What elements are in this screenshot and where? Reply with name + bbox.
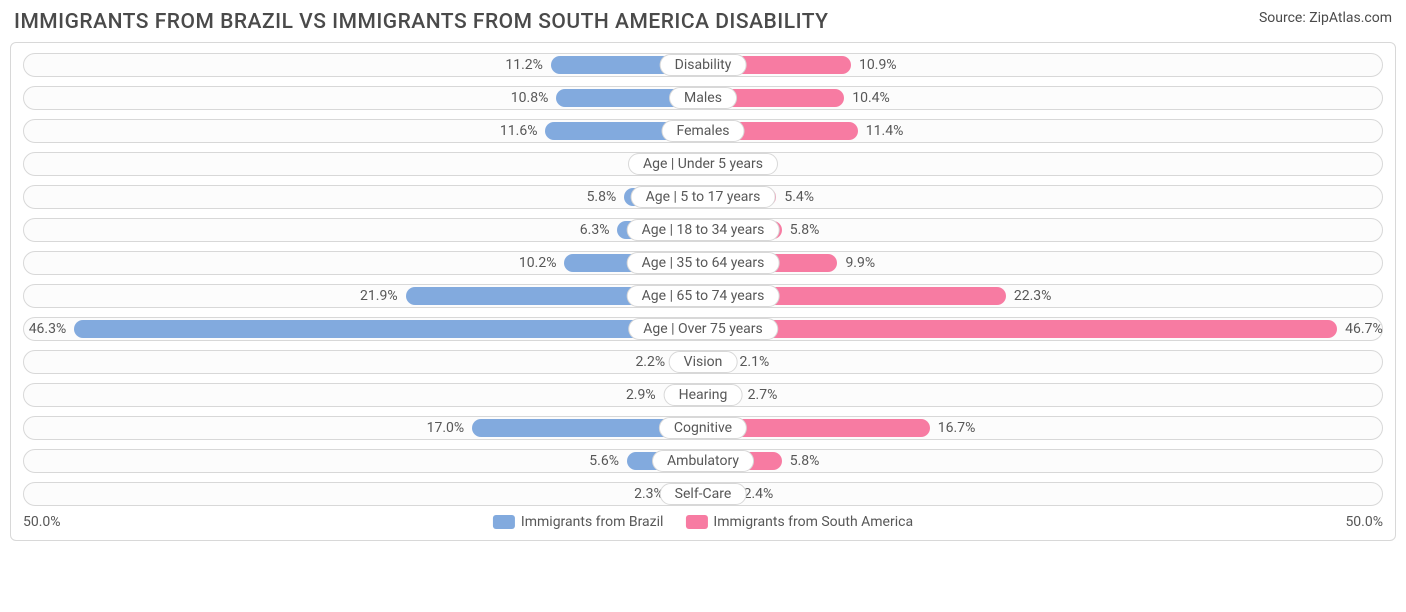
value-left: 46.3% [29, 321, 67, 337]
value-right: 10.9% [859, 57, 897, 73]
value-left: 6.3% [580, 222, 610, 238]
chart-title: IMMIGRANTS FROM BRAZIL VS IMMIGRANTS FRO… [14, 10, 829, 34]
chart-source: Source: ZipAtlas.com [1259, 10, 1392, 26]
bar-row: 11.6% 11.4% Females [23, 119, 1383, 143]
bar-row: 17.0% 16.7% Cognitive [23, 416, 1383, 440]
category-label: Females [662, 120, 745, 142]
legend: Immigrants from Brazil Immigrants from S… [493, 514, 913, 530]
legend-item-right: Immigrants from South America [685, 514, 913, 530]
bar-row: 2.2% 2.1%Vision [23, 350, 1383, 374]
bar-row: 5.6% 5.8% Ambulatory [23, 449, 1383, 473]
value-left: 5.8% [587, 189, 617, 205]
bar-row: 2.3%2.4%Self-Care [23, 482, 1383, 506]
rows-container: 11.2% 10.9% Disability 10.8% 10.4% Males 11.6%… [23, 53, 1383, 506]
legend-label-right: Immigrants from South America [713, 514, 913, 530]
value-right: 46.7% [1345, 321, 1383, 337]
category-label: Ambulatory [652, 450, 754, 472]
chart-area: 11.2% 10.9% Disability 10.8% 10.4% Males 11.6%… [10, 42, 1396, 541]
bar-row: 10.2% 9.9% Age | 35 to 64 years [23, 251, 1383, 275]
category-label: Hearing [664, 384, 743, 406]
value-right: 2.1% [740, 354, 770, 370]
legend-swatch-left [493, 515, 515, 529]
axis-left-label: 50.0% [23, 514, 61, 530]
category-label: Age | 5 to 17 years [631, 186, 776, 208]
bar-row: 46.3% 46.7% Age | Over 75 years [23, 317, 1383, 341]
category-label: Age | 18 to 34 years [627, 219, 780, 241]
chart-footer: 50.0% Immigrants from Brazil Immigrants … [23, 512, 1383, 534]
category-label: Age | Over 75 years [628, 318, 778, 340]
value-right: 11.4% [866, 123, 904, 139]
bar-row: 6.3% 5.8% Age | 18 to 34 years [23, 218, 1383, 242]
category-label: Males [669, 87, 737, 109]
value-left: 21.9% [360, 288, 398, 304]
category-label: Self-Care [660, 483, 747, 505]
value-left: 10.2% [519, 255, 557, 271]
value-right: 5.4% [784, 189, 814, 205]
value-left: 10.8% [511, 90, 549, 106]
value-right: 5.8% [790, 453, 820, 469]
value-left: 17.0% [427, 420, 465, 436]
value-right: 10.4% [852, 90, 890, 106]
category-label: Vision [669, 351, 738, 373]
value-left: 2.2% [635, 354, 665, 370]
bar-left [74, 320, 703, 338]
category-label: Age | Under 5 years [628, 153, 778, 175]
chart-header: IMMIGRANTS FROM BRAZIL VS IMMIGRANTS FRO… [10, 10, 1396, 34]
value-left: 2.9% [626, 387, 656, 403]
bar-row: 2.9% 2.7% Hearing [23, 383, 1383, 407]
category-label: Age | 65 to 74 years [627, 285, 780, 307]
category-label: Age | 35 to 64 years [627, 252, 780, 274]
axis-right-label: 50.0% [1345, 514, 1383, 530]
value-right: 16.7% [938, 420, 976, 436]
value-right: 22.3% [1014, 288, 1052, 304]
bar-row: 1.4%1.2%Age | Under 5 years [23, 152, 1383, 176]
category-label: Cognitive [659, 417, 747, 439]
value-left: 11.6% [500, 123, 538, 139]
bar-row: 10.8% 10.4% Males [23, 86, 1383, 110]
bar-row: 11.2% 10.9% Disability [23, 53, 1383, 77]
bar-row: 5.8% 5.4% Age | 5 to 17 years [23, 185, 1383, 209]
value-right: 2.4% [744, 486, 774, 502]
bar-row: 21.9% 22.3% Age | 65 to 74 years [23, 284, 1383, 308]
value-left: 5.6% [589, 453, 619, 469]
category-label: Disability [660, 54, 747, 76]
bar-right [703, 320, 1337, 338]
value-right: 2.7% [748, 387, 778, 403]
legend-item-left: Immigrants from Brazil [493, 514, 664, 530]
value-right: 5.8% [790, 222, 820, 238]
value-right: 9.9% [845, 255, 875, 271]
value-left: 11.2% [505, 57, 543, 73]
legend-swatch-right [685, 515, 707, 529]
legend-label-left: Immigrants from Brazil [521, 514, 664, 530]
